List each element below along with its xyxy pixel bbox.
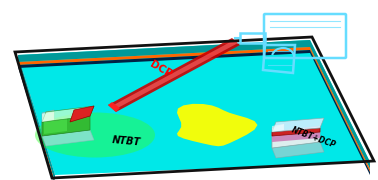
Polygon shape xyxy=(108,102,120,112)
Polygon shape xyxy=(18,47,310,65)
Ellipse shape xyxy=(35,112,155,158)
Text: NTBT+DCP: NTBT+DCP xyxy=(290,126,337,150)
Polygon shape xyxy=(272,124,284,148)
Polygon shape xyxy=(310,40,370,169)
Polygon shape xyxy=(310,47,370,172)
Polygon shape xyxy=(272,128,320,136)
Polygon shape xyxy=(42,110,54,136)
Polygon shape xyxy=(44,117,67,134)
Polygon shape xyxy=(18,62,55,180)
Polygon shape xyxy=(42,130,94,146)
Polygon shape xyxy=(42,112,54,122)
Polygon shape xyxy=(177,104,257,146)
Polygon shape xyxy=(18,50,310,68)
Polygon shape xyxy=(18,64,55,180)
Text: NTBT: NTBT xyxy=(112,134,141,147)
Polygon shape xyxy=(22,43,365,173)
Polygon shape xyxy=(272,132,320,142)
Polygon shape xyxy=(70,106,94,122)
Polygon shape xyxy=(108,38,240,112)
Polygon shape xyxy=(18,40,310,62)
Polygon shape xyxy=(310,50,370,175)
Polygon shape xyxy=(42,116,90,136)
Polygon shape xyxy=(42,106,94,122)
Polygon shape xyxy=(272,126,320,148)
Polygon shape xyxy=(272,118,324,132)
Text: DCP: DCP xyxy=(148,59,174,80)
Polygon shape xyxy=(110,40,238,110)
Polygon shape xyxy=(272,124,284,132)
Polygon shape xyxy=(272,142,324,158)
Polygon shape xyxy=(18,55,55,180)
Polygon shape xyxy=(30,50,358,170)
Polygon shape xyxy=(18,40,370,175)
